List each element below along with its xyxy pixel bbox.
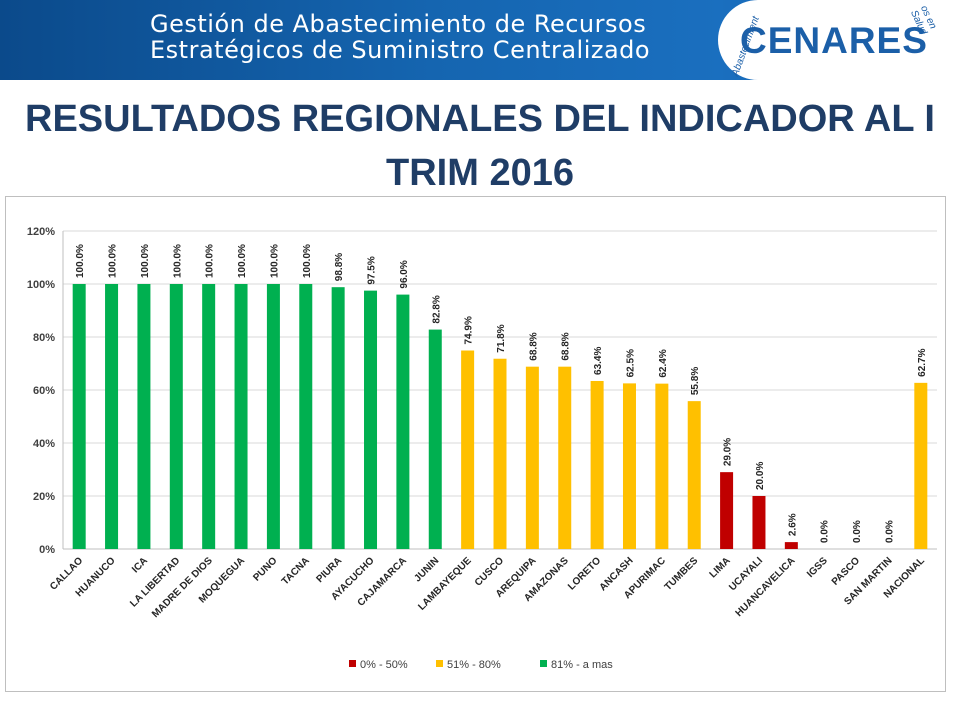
bar bbox=[493, 358, 507, 549]
data-label: 62.7% bbox=[917, 348, 928, 376]
legend-label: 0% - 50% bbox=[360, 659, 408, 671]
x-tick-label: ICA bbox=[130, 555, 150, 575]
bar bbox=[914, 382, 928, 549]
data-label: 62.5% bbox=[625, 349, 636, 377]
header-banner: Gestión de Abastecimiento de Recursos Es… bbox=[0, 0, 960, 80]
data-label: 100.0% bbox=[75, 244, 86, 278]
bar bbox=[364, 290, 378, 549]
bar bbox=[396, 294, 410, 549]
x-tick-label: LIMA bbox=[708, 555, 733, 580]
data-label: 100.0% bbox=[172, 244, 183, 278]
y-tick-label: 100% bbox=[27, 279, 55, 291]
bar bbox=[590, 380, 604, 549]
data-label: 100.0% bbox=[205, 244, 216, 278]
x-tick-label: PIURA bbox=[314, 555, 344, 585]
data-label: 68.8% bbox=[561, 332, 572, 360]
data-label: 62.4% bbox=[658, 349, 669, 377]
x-tick-label: JUNIN bbox=[412, 555, 441, 584]
x-tick-label: TUMBES bbox=[663, 555, 701, 593]
x-tick-label: TACNA bbox=[280, 555, 312, 587]
data-label: 82.8% bbox=[431, 295, 442, 323]
bar bbox=[558, 366, 572, 549]
data-label: 0.0% bbox=[852, 520, 863, 543]
data-label: 20.0% bbox=[755, 462, 766, 490]
y-tick-label: 0% bbox=[39, 544, 55, 556]
data-label: 29.0% bbox=[723, 438, 734, 466]
legend-swatch bbox=[349, 660, 356, 667]
banner-title-line1: Gestión de Abastecimiento de Recursos bbox=[150, 10, 647, 38]
data-labels: 100.0% 100.0% 100.0% 100.0% 100.0% 100.0% 100.… bbox=[75, 244, 928, 543]
bar bbox=[266, 284, 280, 549]
bar bbox=[137, 284, 151, 549]
data-label: 100.0% bbox=[108, 244, 119, 278]
chart-legend: 0% - 50% 51% - 80% 81% - a mas bbox=[349, 659, 613, 671]
bar bbox=[525, 366, 539, 549]
y-tick-label: 20% bbox=[33, 491, 55, 503]
y-tick-label: 80% bbox=[33, 332, 55, 344]
data-label: 100.0% bbox=[237, 244, 248, 278]
bar bbox=[687, 401, 701, 549]
bar bbox=[461, 350, 475, 549]
x-tick-label: PUNO bbox=[251, 555, 279, 583]
data-label: 63.4% bbox=[593, 347, 604, 375]
bar bbox=[428, 329, 442, 549]
data-label: 0.0% bbox=[820, 520, 831, 543]
legend-label: 51% - 80% bbox=[447, 659, 501, 671]
y-tick-label: 60% bbox=[33, 385, 55, 397]
data-label: 100.0% bbox=[302, 244, 313, 278]
bar bbox=[105, 284, 119, 549]
legend-swatch bbox=[436, 660, 443, 667]
data-label: 100.0% bbox=[140, 244, 151, 278]
data-label: 2.6% bbox=[787, 513, 798, 536]
data-label: 71.8% bbox=[496, 324, 507, 352]
data-label: 97.5% bbox=[367, 256, 378, 284]
x-tick-label: PASCO bbox=[830, 555, 863, 588]
slide-title: RESULTADOS REGIONALES DEL INDICADOR AL I… bbox=[25, 98, 935, 194]
bar bbox=[202, 284, 216, 549]
data-label: 100.0% bbox=[269, 244, 280, 278]
y-tick-label: 40% bbox=[33, 438, 55, 450]
data-label: 0.0% bbox=[884, 520, 895, 543]
bar bbox=[234, 284, 248, 549]
bar-chart: 0%20%40%60%80%100%120% 100.0% 100.0% 100.0… bbox=[27, 226, 937, 671]
bar bbox=[331, 287, 345, 549]
bar bbox=[784, 542, 798, 549]
logo-wordmark: CENARES bbox=[740, 20, 928, 61]
bar bbox=[655, 383, 669, 549]
x-tick-label: IGSS bbox=[805, 555, 830, 580]
x-tick-label: MADRE DE DIOS bbox=[150, 555, 215, 620]
bars bbox=[72, 284, 928, 549]
legend-label: 81% - a mas bbox=[551, 659, 613, 671]
x-tick-label: HUANCAVELICA bbox=[734, 555, 798, 619]
bar bbox=[72, 284, 86, 549]
data-label: 74.9% bbox=[464, 316, 475, 344]
data-label: 55.8% bbox=[690, 367, 701, 395]
bar bbox=[622, 383, 636, 549]
banner-title-line2: Estratégicos de Suministro Centralizado bbox=[150, 36, 651, 64]
legend-swatch bbox=[540, 660, 547, 667]
data-label: 98.8% bbox=[334, 253, 345, 281]
y-axis: 0% 20% 40% 60% 80% 100% 120% bbox=[27, 226, 937, 556]
bar bbox=[720, 472, 734, 549]
bar bbox=[299, 284, 313, 549]
data-label: 68.8% bbox=[528, 332, 539, 360]
data-label: 96.0% bbox=[399, 260, 410, 288]
bar bbox=[169, 284, 183, 549]
y-tick-label: 120% bbox=[27, 226, 55, 238]
cenares-logo: Abastecimient CENARES os en Salud bbox=[718, 0, 960, 80]
bar bbox=[752, 496, 766, 549]
chart-frame: 0% 20% 40% 60% 80% 100% 120% 100.0% 100.0% 100.0… bbox=[5, 196, 946, 692]
